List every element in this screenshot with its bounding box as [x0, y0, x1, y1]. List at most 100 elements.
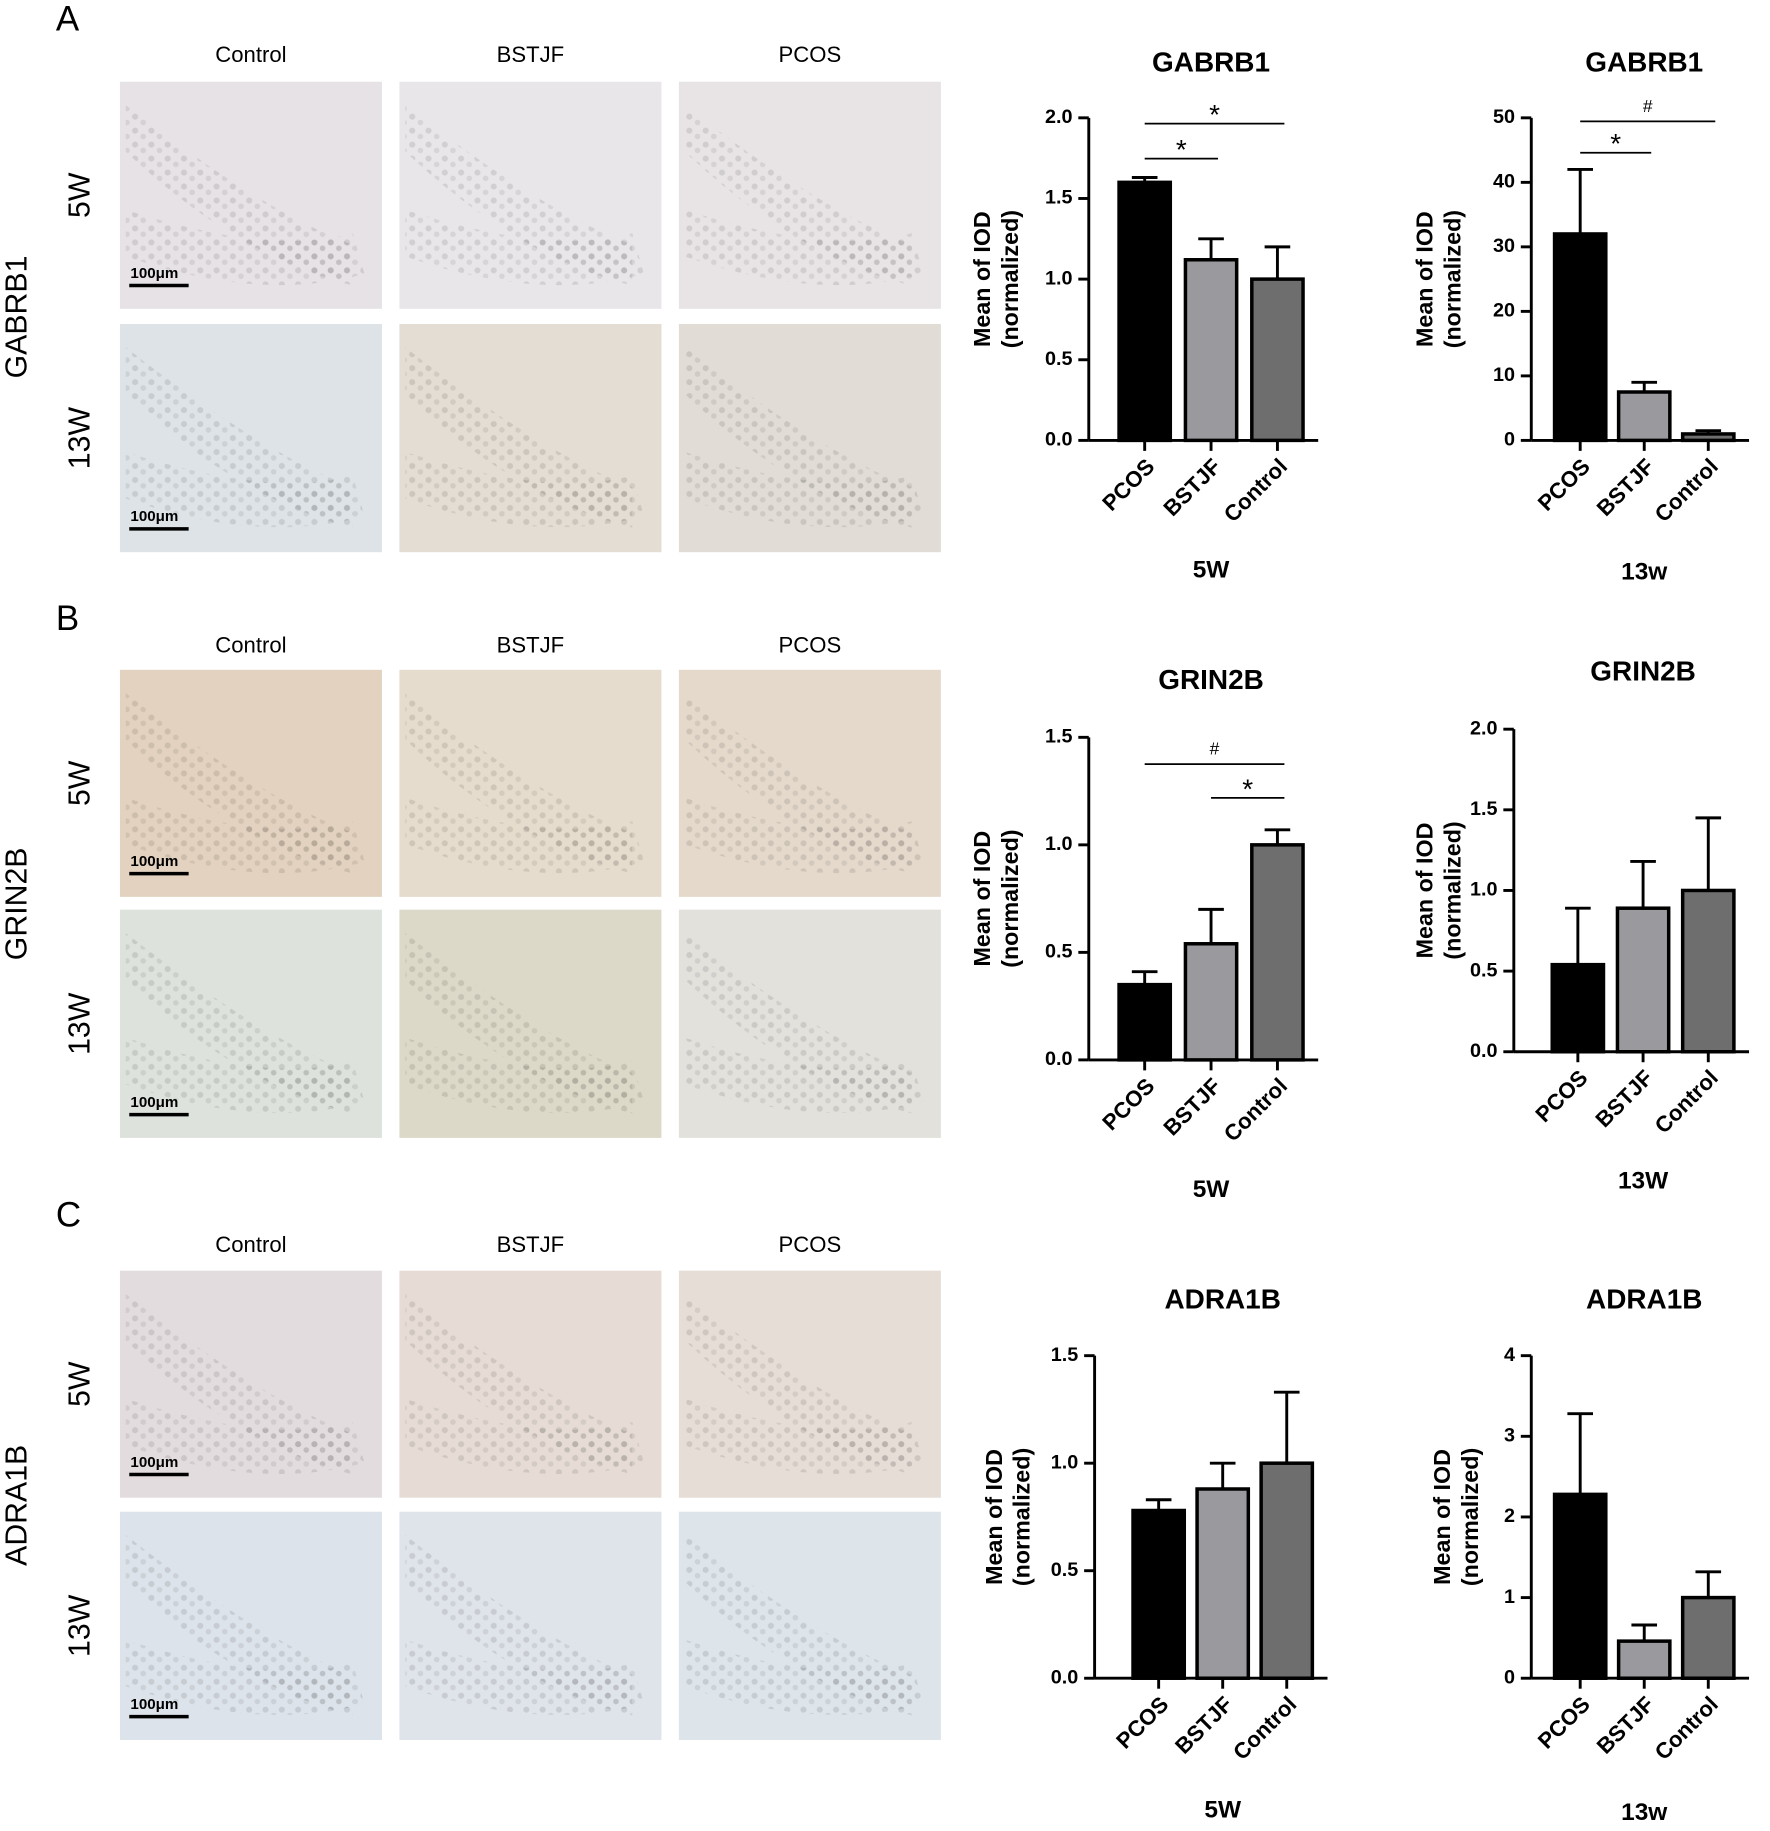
y-axis-label: Mean of IOD: [981, 1449, 1007, 1585]
cell-layer: [405, 797, 644, 874]
y-axis-label: (normalized): [1440, 821, 1466, 959]
y-tick-label: 1.5: [1470, 798, 1498, 820]
cell-layer: [405, 1639, 644, 1716]
y-tick-label: 2.0: [1470, 717, 1498, 739]
y-tick-label: 20: [1493, 300, 1515, 322]
cell-layer: [405, 209, 644, 286]
y-tick-label: 1: [1504, 1586, 1515, 1608]
y-tick-label: 1.0: [1470, 879, 1498, 901]
bar: [1550, 962, 1606, 1054]
chart-title: ADRA1B: [1586, 1283, 1702, 1314]
cell-layer: [125, 693, 353, 874]
y-tick-label: 2: [1504, 1505, 1515, 1527]
y-axis-label: (normalized): [1440, 210, 1466, 348]
x-axis-label: 13w: [1621, 559, 1668, 586]
row-label: 13W: [64, 1594, 97, 1657]
y-tick-label: 0.0: [1051, 1666, 1079, 1688]
cell-layer: [125, 1639, 365, 1716]
bar: [1680, 1595, 1736, 1680]
cell-layer: [684, 1535, 912, 1716]
y-axis-label: Mean of IOD: [1412, 823, 1438, 959]
x-tick-label: Control: [1219, 1073, 1292, 1146]
y-tick-label: 0: [1504, 1666, 1515, 1688]
cell-layer: [684, 1639, 924, 1716]
x-tick-label: BSTJF: [1170, 1692, 1237, 1759]
y-tick-label: 0: [1504, 429, 1515, 451]
panel-letter: C: [56, 1195, 81, 1234]
bar: [1680, 432, 1736, 443]
cell-layer: [684, 209, 924, 286]
cell-layer: [125, 452, 365, 528]
cell-layer: [125, 797, 365, 874]
y-tick-label: 0.0: [1470, 1040, 1498, 1062]
y-axis-label: Mean of IOD: [1412, 211, 1438, 347]
y-axis-label: (normalized): [1457, 1448, 1483, 1586]
cell-layer: [405, 932, 633, 1114]
gene-label: GRIN2B: [1, 848, 34, 961]
x-tick-label: PCOS: [1097, 454, 1159, 516]
bar: [1117, 180, 1173, 443]
significance-label: *: [1242, 773, 1253, 804]
cell-layer: [684, 693, 912, 874]
y-tick-label: 2.0: [1045, 106, 1073, 128]
cell-layer: [405, 1535, 633, 1716]
x-tick-label: PCOS: [1531, 1065, 1593, 1127]
row-label: 13W: [64, 992, 97, 1055]
column-label: BSTJF: [497, 632, 565, 657]
panel-letter: B: [56, 599, 79, 638]
cell-layer: [684, 797, 924, 874]
y-axis-label: Mean of IOD: [969, 831, 995, 967]
x-axis-label: 5W: [1193, 556, 1231, 583]
column-label: Control: [215, 1232, 286, 1257]
y-axis-label: (normalized): [1009, 1448, 1035, 1586]
column-label: BSTJF: [497, 42, 565, 67]
column-label: Control: [215, 42, 286, 67]
y-tick-label: 1.0: [1045, 267, 1073, 289]
chart-title: GABRB1: [1585, 47, 1703, 78]
cell-layer: [125, 105, 353, 286]
scale-bar-label: 100μm: [130, 1696, 178, 1713]
x-tick-label: BSTJF: [1592, 1692, 1659, 1759]
bar: [1615, 906, 1671, 1054]
y-tick-label: 1.5: [1045, 726, 1073, 748]
bar: [1259, 1461, 1315, 1680]
cell-layer: [405, 452, 644, 528]
scale-bar-label: 100μm: [130, 853, 178, 870]
scale-bar-label: 100μm: [130, 265, 178, 282]
x-tick-label: BSTJF: [1159, 454, 1226, 521]
bar: [1183, 258, 1239, 443]
cell-layer: [405, 347, 633, 528]
gene-label: GABRB1: [1, 256, 34, 379]
y-tick-label: 0.0: [1045, 429, 1073, 451]
cell-layer: [125, 932, 353, 1114]
x-tick-label: Control: [1650, 1692, 1723, 1765]
significance-label: *: [1209, 99, 1220, 130]
x-tick-label: PCOS: [1533, 1692, 1595, 1754]
x-axis-label: 13W: [1618, 1168, 1669, 1195]
scale-bar-label: 100μm: [130, 1094, 178, 1111]
bar: [1250, 277, 1305, 443]
cell-layer: [405, 693, 633, 874]
y-axis-label: (normalized): [997, 210, 1023, 348]
significance-label: *: [1610, 128, 1621, 159]
cell-layer: [405, 1037, 644, 1114]
y-axis-label: Mean of IOD: [969, 211, 995, 347]
bar: [1250, 843, 1305, 1062]
row-label: 5W: [64, 1361, 97, 1407]
cell-layer: [684, 347, 912, 528]
cell-layer: [684, 932, 912, 1114]
x-tick-label: Control: [1650, 454, 1723, 527]
bar: [1552, 232, 1608, 443]
cell-layer: [125, 347, 353, 528]
cell-layer: [125, 1037, 365, 1114]
chart-title: GABRB1: [1152, 47, 1270, 78]
y-tick-label: 50: [1493, 106, 1515, 128]
cell-layer: [125, 1293, 353, 1475]
chart-title: GRIN2B: [1158, 664, 1264, 695]
cell-layer: [405, 1293, 633, 1475]
y-tick-label: 0.5: [1045, 348, 1073, 370]
cell-layer: [684, 452, 924, 528]
row-label: 5W: [64, 172, 97, 218]
x-tick-label: BSTJF: [1591, 1065, 1658, 1132]
